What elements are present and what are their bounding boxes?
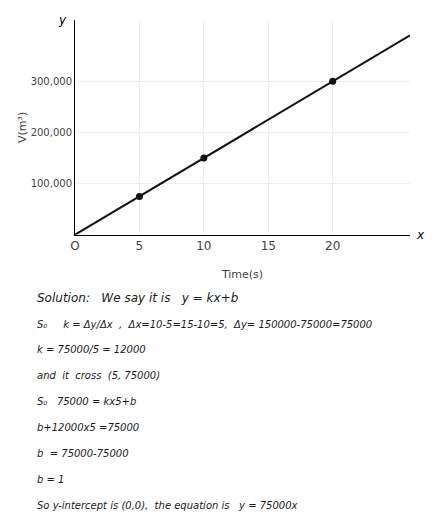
svg-text:10: 10 — [196, 239, 211, 253]
svg-text:y: y — [58, 13, 67, 27]
svg-text:b = 75000-75000: b = 75000-75000 — [37, 448, 129, 459]
svg-text:200,000: 200,000 — [31, 127, 72, 138]
svg-text:b+12000x5 =75000: b+12000x5 =75000 — [37, 422, 139, 433]
svg-text:Solution: We say it is y =: Solution: We say it is y = kx+b — [37, 291, 239, 305]
svg-text:V(m³): V(m³) — [16, 112, 29, 143]
svg-text:300,000: 300,000 — [31, 76, 72, 87]
svg-text:5: 5 — [136, 239, 144, 253]
svg-text:S₀ 75000 = kx5+b: S₀ 75000 = kx5+b — [37, 396, 136, 407]
svg-text:x: x — [416, 228, 425, 242]
svg-text:b = 1: b = 1 — [37, 474, 64, 485]
svg-text:k = 75000/5 = 12000: k = 75000/5 = 12000 — [37, 344, 146, 355]
svg-text:S₀ k = Δy/Δx , Δx=10-5=1: S₀ k = Δy/Δx , Δx=10-5=15-10=5, Δy= 1500… — [37, 319, 372, 330]
svg-text:100,000: 100,000 — [31, 178, 72, 189]
svg-text:Time(s): Time(s) — [221, 268, 263, 281]
svg-text:O: O — [70, 239, 79, 253]
svg-text:15: 15 — [261, 239, 276, 253]
svg-text:20: 20 — [325, 239, 340, 253]
svg-text:So y-intercept is (0,0), the: So y-intercept is (0,0), the equation is… — [37, 500, 298, 511]
svg-text:and it cross (5, 75000): and it cross (5, 75000) — [37, 370, 160, 381]
